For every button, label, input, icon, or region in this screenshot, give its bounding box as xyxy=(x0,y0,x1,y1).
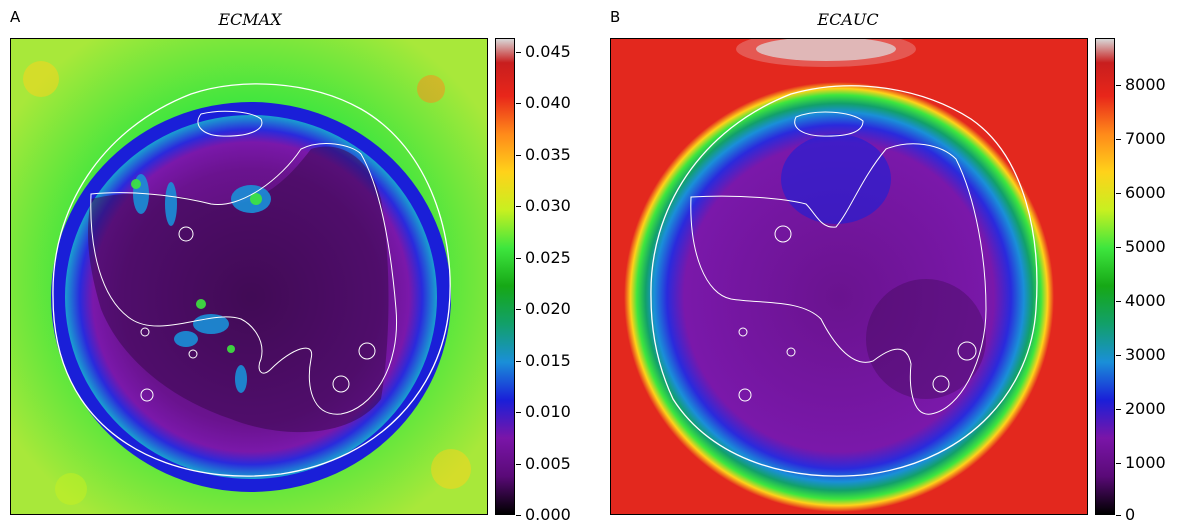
colorbar-a-tick: 0.010 xyxy=(516,402,571,421)
colorbar-a-tick: 0.005 xyxy=(516,454,571,473)
colorbar-a-tick: 0.040 xyxy=(516,93,571,112)
colorbar-a-tick: 0.015 xyxy=(516,351,571,370)
panel-a-letter: A xyxy=(10,8,21,26)
colorbar-a-tick: 0.030 xyxy=(516,196,571,215)
colorbar-b-tick: 1000 xyxy=(1116,453,1166,472)
colorbar-b-tick: 7000 xyxy=(1116,129,1166,148)
panel-a-image xyxy=(10,38,488,515)
colorbar-b-tick: 0 xyxy=(1115,505,1136,524)
colorbar-b-tick: 5000 xyxy=(1116,237,1166,256)
panel-b-title: ECAUC xyxy=(817,10,879,29)
panel-b-colorbar xyxy=(1095,38,1115,515)
colorbar-b-tick: 6000 xyxy=(1116,183,1166,202)
colorbar-a-tick: 0.045 xyxy=(516,42,571,61)
colorbar-b-tick: 4000 xyxy=(1116,291,1166,310)
panel-a-colorbar xyxy=(495,38,515,515)
panel-b-letter: B xyxy=(610,8,621,26)
panel-a-title: ECMAX xyxy=(218,10,282,29)
colorbar-a-tick: 0.035 xyxy=(516,145,571,164)
colorbar-b-tick: 8000 xyxy=(1116,75,1166,94)
colorbar-a-tick: 0.000 xyxy=(516,505,571,524)
colorbar-b-tick: 2000 xyxy=(1116,399,1166,418)
colorbar-a-tick: 0.020 xyxy=(516,299,571,318)
panel-b-image xyxy=(610,38,1088,515)
colorbar-b-tick: 3000 xyxy=(1116,345,1166,364)
colorbar-a-tick: 0.025 xyxy=(516,248,571,267)
